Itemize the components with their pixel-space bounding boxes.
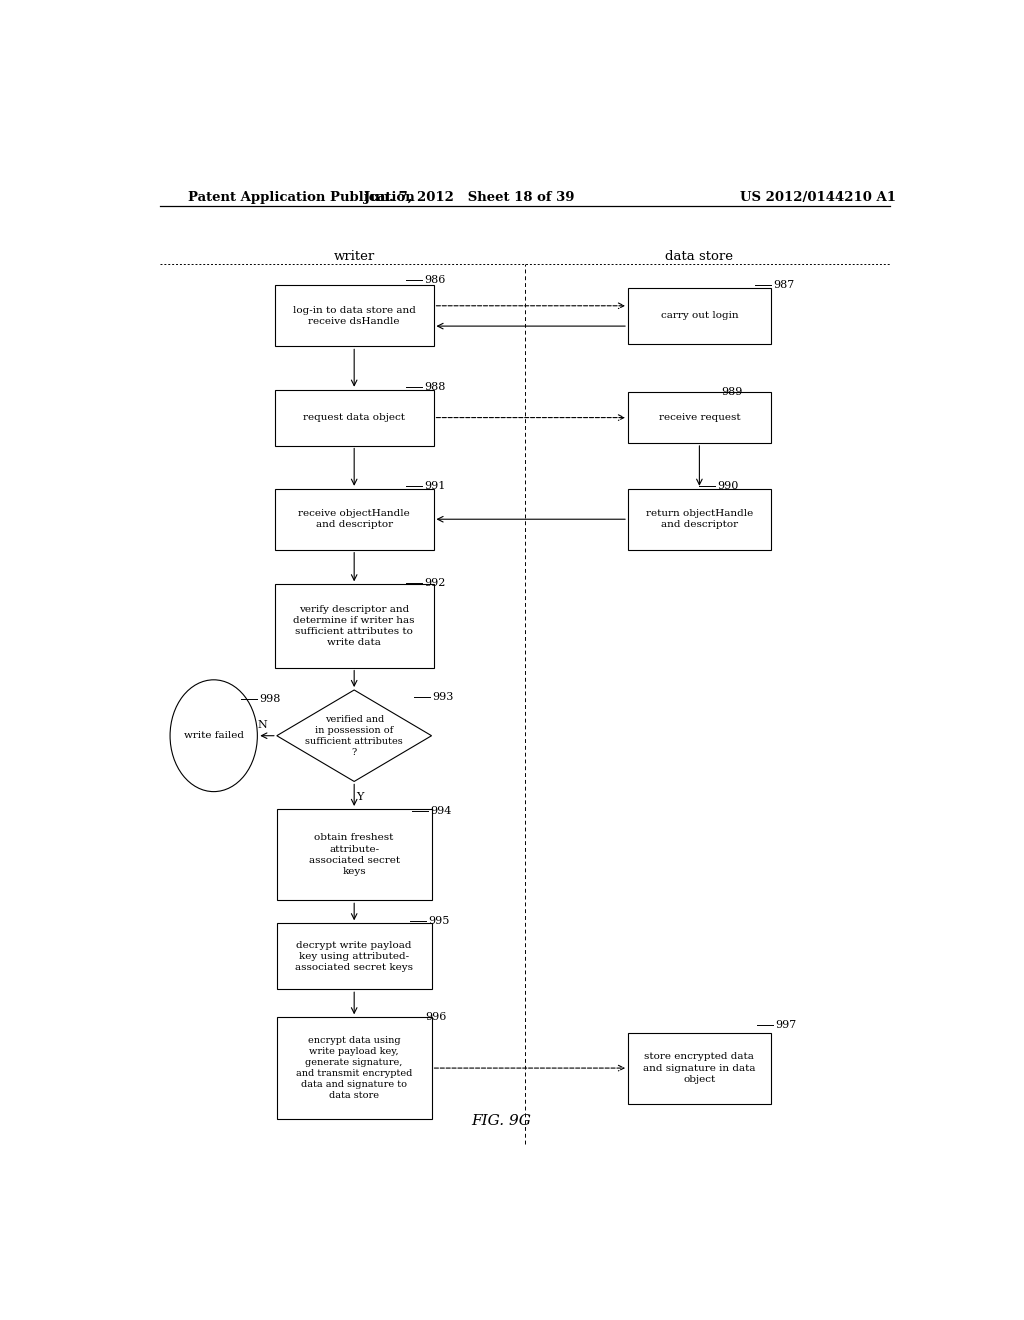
Text: 995: 995 bbox=[428, 916, 450, 925]
FancyBboxPatch shape bbox=[628, 1032, 771, 1104]
Text: receive objectHandle
and descriptor: receive objectHandle and descriptor bbox=[298, 510, 410, 529]
Text: 992: 992 bbox=[424, 578, 445, 589]
Circle shape bbox=[170, 680, 257, 792]
Text: decrypt write payload
key using attributed-
associated secret keys: decrypt write payload key using attribut… bbox=[295, 941, 413, 972]
FancyBboxPatch shape bbox=[628, 288, 771, 345]
Text: 987: 987 bbox=[773, 280, 795, 290]
FancyBboxPatch shape bbox=[628, 488, 771, 549]
Text: 988: 988 bbox=[424, 381, 445, 392]
Text: N: N bbox=[257, 719, 267, 730]
Text: 991: 991 bbox=[424, 480, 445, 491]
Text: write failed: write failed bbox=[183, 731, 244, 741]
Text: 997: 997 bbox=[775, 1020, 797, 1031]
Text: 996: 996 bbox=[426, 1012, 446, 1022]
Text: store encrypted data
and signature in data
object: store encrypted data and signature in da… bbox=[643, 1052, 756, 1084]
FancyBboxPatch shape bbox=[276, 923, 431, 989]
Text: 986: 986 bbox=[424, 276, 445, 285]
FancyBboxPatch shape bbox=[276, 1018, 431, 1119]
Text: verified and
in possession of
sufficient attributes
?: verified and in possession of sufficient… bbox=[305, 714, 403, 756]
Text: encrypt data using
write payload key,
generate signature,
and transmit encrypted: encrypt data using write payload key, ge… bbox=[296, 1036, 413, 1101]
Text: carry out login: carry out login bbox=[660, 312, 738, 321]
Polygon shape bbox=[276, 690, 431, 781]
Text: FIG. 9G: FIG. 9G bbox=[471, 1114, 530, 1127]
Text: Y: Y bbox=[356, 792, 364, 801]
Text: verify descriptor and
determine if writer has
sufficient attributes to
write dat: verify descriptor and determine if write… bbox=[294, 605, 415, 647]
FancyBboxPatch shape bbox=[274, 389, 433, 446]
Text: request data object: request data object bbox=[303, 413, 406, 422]
Text: receive request: receive request bbox=[658, 413, 740, 422]
FancyBboxPatch shape bbox=[276, 809, 431, 900]
Text: Jun. 7, 2012   Sheet 18 of 39: Jun. 7, 2012 Sheet 18 of 39 bbox=[364, 190, 574, 203]
Text: 993: 993 bbox=[432, 692, 454, 702]
Text: return objectHandle
and descriptor: return objectHandle and descriptor bbox=[646, 510, 753, 529]
Text: 989: 989 bbox=[722, 387, 743, 397]
FancyBboxPatch shape bbox=[274, 488, 433, 549]
Text: writer: writer bbox=[334, 251, 375, 264]
Text: Patent Application Publication: Patent Application Publication bbox=[187, 190, 415, 203]
Text: 994: 994 bbox=[430, 807, 452, 816]
FancyBboxPatch shape bbox=[274, 585, 433, 668]
Text: 990: 990 bbox=[718, 480, 739, 491]
Text: data store: data store bbox=[666, 251, 733, 264]
FancyBboxPatch shape bbox=[628, 392, 771, 444]
Text: obtain freshest
attribute-
associated secret
keys: obtain freshest attribute- associated se… bbox=[308, 833, 399, 875]
Text: 998: 998 bbox=[260, 694, 282, 704]
Text: log-in to data store and
receive dsHandle: log-in to data store and receive dsHandl… bbox=[293, 306, 416, 326]
Text: US 2012/0144210 A1: US 2012/0144210 A1 bbox=[740, 190, 896, 203]
FancyBboxPatch shape bbox=[274, 285, 433, 346]
